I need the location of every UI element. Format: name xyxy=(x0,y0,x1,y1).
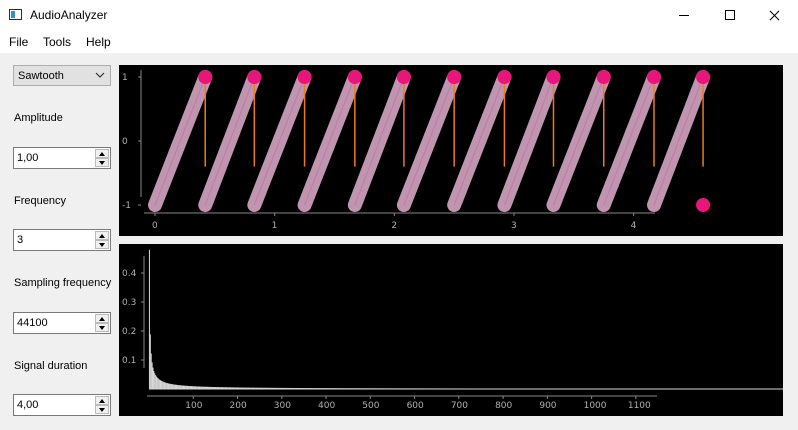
peak-marker xyxy=(497,70,512,84)
sampling-frequency-label: Sampling frequency xyxy=(14,277,112,289)
minimize-button[interactable] xyxy=(661,0,707,31)
peak-marker xyxy=(696,198,711,212)
frequency-spinbox[interactable]: 3 xyxy=(13,229,111,251)
menu-help[interactable]: Help xyxy=(86,35,111,49)
spectrum-plot[interactable]: 0.4 0.3 0.2 0.1 100 200 300 400 500 600 700 800 900 1… xyxy=(119,244,783,416)
maximize-button[interactable] xyxy=(707,0,753,31)
peak-marker xyxy=(447,70,462,84)
frequency-decrement-button[interactable] xyxy=(95,240,109,249)
x-tick-label: 100 xyxy=(185,401,202,411)
x-tick-label: 200 xyxy=(230,401,247,411)
signal-duration-label: Signal duration xyxy=(14,360,88,372)
x-tick-label: 600 xyxy=(407,401,424,411)
amplitude-increment-button[interactable] xyxy=(95,149,109,158)
peak-marker xyxy=(198,70,213,84)
x-tick-label: 300 xyxy=(274,401,291,411)
app-window-icon xyxy=(9,9,22,20)
signal-duration-spinbox[interactable]: 4,00 xyxy=(13,394,111,416)
x-tick-label: 1000 xyxy=(584,401,607,411)
x-tick-label: 700 xyxy=(451,401,468,411)
ramp-center-line xyxy=(453,76,505,206)
close-button[interactable] xyxy=(752,0,798,31)
ramp-center-line xyxy=(204,76,255,206)
waveform-chart: 1 0 -1 0 1 2 3 4 xyxy=(122,70,711,231)
y-tick-label: 0.4 xyxy=(122,269,137,279)
amplitude-decrement-button[interactable] xyxy=(95,158,109,167)
x-tick-label: 2 xyxy=(391,221,397,231)
sampling-decrement-button[interactable] xyxy=(95,323,109,332)
peak-marker xyxy=(297,70,312,84)
ramp-center-line xyxy=(304,76,356,206)
frequency-label: Frequency xyxy=(14,195,66,207)
x-tick-label: 400 xyxy=(318,401,335,411)
ramp-center-line xyxy=(553,76,605,206)
amplitude-spinbox[interactable]: 1,00 xyxy=(13,147,111,169)
x-tick-label: 4 xyxy=(631,221,637,231)
sampling-frequency-value: 44100 xyxy=(17,317,48,329)
sampling-increment-button[interactable] xyxy=(95,314,109,323)
x-tick-label: 900 xyxy=(539,401,556,411)
x-tick-label: 0 xyxy=(152,221,158,231)
x-tick-label: 500 xyxy=(362,401,379,411)
waveform-select-value: Sawtooth xyxy=(18,70,64,82)
peak-marker xyxy=(647,70,661,84)
y-tick-label: 0.2 xyxy=(122,327,136,337)
peak-marker xyxy=(247,70,262,84)
y-tick-label: 0 xyxy=(122,137,128,147)
x-tick-label: 1100 xyxy=(628,401,651,411)
ramp-center-line xyxy=(653,76,704,206)
peak-marker xyxy=(696,70,711,84)
ramp-center-line xyxy=(503,76,554,206)
amplitude-value: 1,00 xyxy=(17,152,39,164)
waveform-plot[interactable]: 1 0 -1 0 1 2 3 4 xyxy=(119,65,783,236)
duration-increment-button[interactable] xyxy=(95,396,109,405)
peak-marker xyxy=(396,70,411,84)
y-tick-label: 0.3 xyxy=(122,298,136,308)
x-tick-label: 800 xyxy=(495,401,512,411)
x-tick-label: 1 xyxy=(272,221,278,231)
y-tick-label: -1 xyxy=(122,201,131,211)
menu-bar: File Tools Help xyxy=(0,31,798,53)
frequency-value: 3 xyxy=(17,234,24,246)
signal-duration-value: 4,00 xyxy=(17,399,39,411)
waveform-select[interactable]: Sawtooth xyxy=(13,65,111,86)
ramp-center-line xyxy=(603,76,655,206)
duration-decrement-button[interactable] xyxy=(95,405,109,414)
menu-file[interactable]: File xyxy=(9,35,29,49)
peak-marker xyxy=(596,70,611,84)
ramp-center-line xyxy=(154,76,206,206)
title-bar: AudioAnalyzer xyxy=(0,0,798,31)
menu-tools[interactable]: Tools xyxy=(43,35,72,49)
amplitude-label: Amplitude xyxy=(14,112,63,124)
y-tick-label: 0.1 xyxy=(122,356,136,366)
spectrum-chart: 0.4 0.3 0.2 0.1 100 200 300 400 500 600 700 800 900 1… xyxy=(122,249,783,411)
ramp-center-line xyxy=(354,76,405,206)
peak-marker xyxy=(546,70,561,84)
ramp-center-line xyxy=(253,76,306,206)
chevron-down-icon xyxy=(95,72,105,78)
y-tick-label: 1 xyxy=(122,73,128,83)
sampling-frequency-spinbox[interactable]: 44100 xyxy=(13,312,111,334)
window-title: AudioAnalyzer xyxy=(30,8,108,22)
x-tick-label: 3 xyxy=(511,221,517,231)
frequency-increment-button[interactable] xyxy=(95,231,109,240)
peak-marker xyxy=(347,70,362,84)
ramp-center-line xyxy=(403,76,455,206)
